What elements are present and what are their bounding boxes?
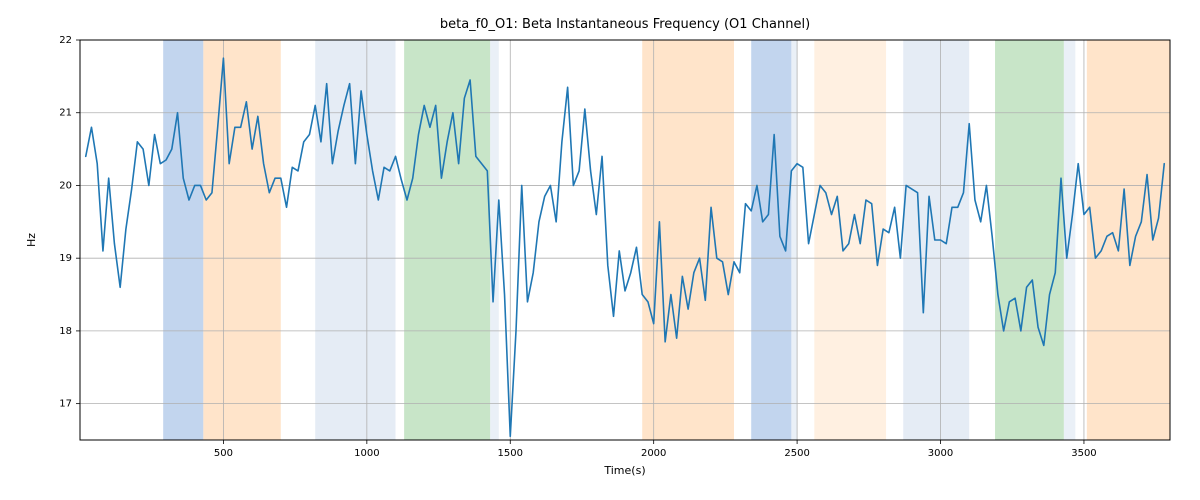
chart-title: beta_f0_O1: Beta Instantaneous Frequency…	[440, 17, 810, 32]
y-tick-label: 21	[59, 108, 72, 119]
y-tick-label: 22	[59, 35, 72, 46]
x-tick-label: 3000	[928, 448, 953, 459]
x-axis-label: Time(s)	[603, 464, 645, 477]
chart-container: 500 1000 1500 2000 2500 3000 3500 17 18 19 20 21 22 T…	[0, 0, 1200, 500]
y-axis-label: Hz	[25, 233, 38, 247]
x-tick-label: 2000	[641, 448, 666, 459]
x-tick-label: 2500	[784, 448, 809, 459]
y-tick-label: 17	[59, 399, 72, 410]
chart-svg: 500 1000 1500 2000 2500 3000 3500 17 18 19 20 21 22 T…	[0, 0, 1200, 500]
x-tick-label: 1000	[354, 448, 379, 459]
y-tick-label: 18	[59, 326, 72, 337]
x-tick-label: 500	[214, 448, 233, 459]
x-tick-label: 3500	[1071, 448, 1096, 459]
y-tick-label: 19	[59, 253, 72, 264]
y-tick-label: 20	[59, 180, 72, 191]
x-tick-label: 1500	[498, 448, 523, 459]
